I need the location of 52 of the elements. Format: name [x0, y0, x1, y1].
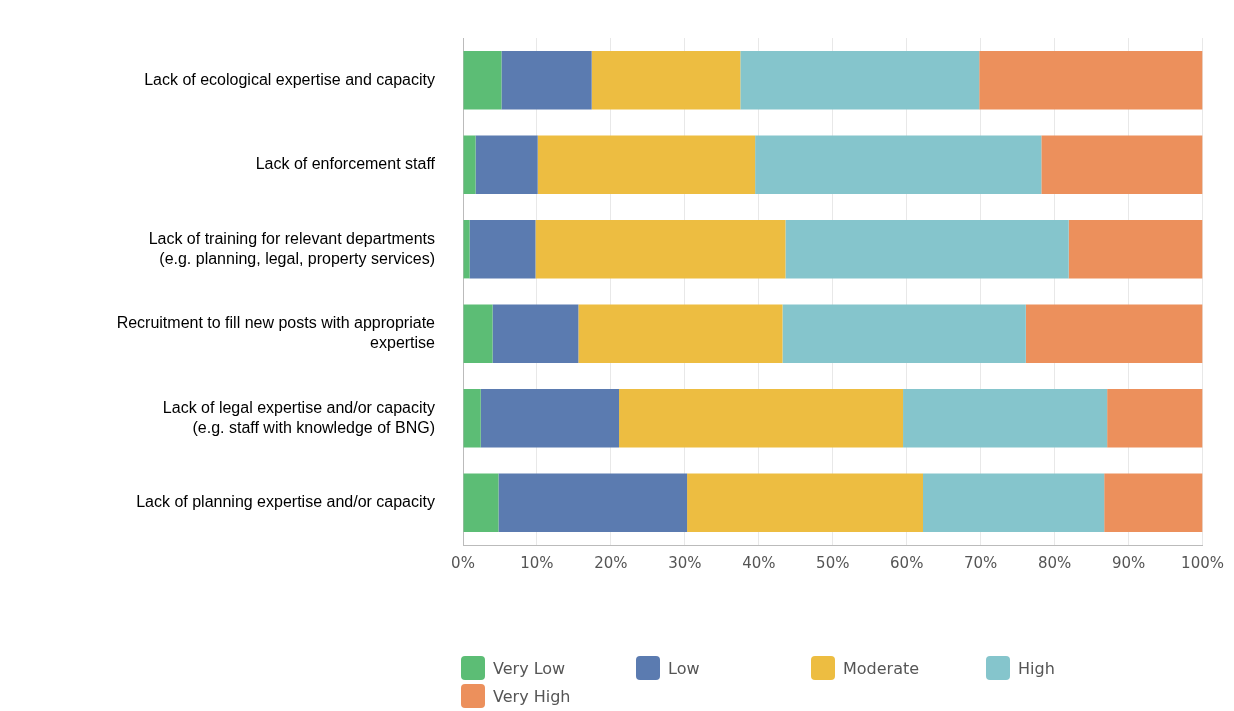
bar — [1041, 135, 1203, 194]
bar — [501, 51, 592, 110]
bar — [755, 135, 1042, 194]
bar — [923, 473, 1105, 532]
bar — [535, 220, 786, 279]
bar — [1104, 473, 1203, 532]
legend-label: Very Low — [493, 658, 566, 678]
x-tick-label: 0% — [451, 553, 475, 572]
bar — [591, 51, 741, 110]
bar — [463, 220, 470, 279]
legend-label: Moderate — [843, 658, 920, 678]
bar — [619, 389, 904, 448]
bar — [1107, 389, 1203, 448]
bar — [1068, 220, 1203, 279]
x-tick-label: 40% — [742, 553, 776, 572]
x-tick-label: 90% — [1111, 553, 1146, 572]
bar — [463, 473, 499, 532]
bar — [785, 220, 1069, 279]
x-tick-label: 100% — [1181, 553, 1224, 572]
x-tick-label: 20% — [594, 553, 628, 572]
bar — [469, 220, 536, 279]
bar — [463, 304, 493, 363]
bar — [537, 135, 756, 194]
x-tick-label: 80% — [1037, 553, 1072, 572]
bar — [782, 304, 1026, 363]
bar — [740, 51, 980, 110]
y-tick-label: Lack of enforcement staff — [255, 155, 436, 173]
bar — [463, 135, 476, 194]
bar — [463, 51, 502, 110]
bar — [480, 389, 620, 448]
bar — [903, 389, 1108, 448]
bar — [475, 135, 538, 194]
bar — [498, 473, 688, 532]
y-tick-label: Lack of training for relevant departments (e.g. planning, legal, property services) — [148, 229, 435, 267]
y-tick-label: Lack of planning expertise and/or capacity — [136, 493, 435, 511]
legend-label: Very High — [493, 686, 571, 706]
x-tick-label: 60% — [890, 553, 924, 572]
y-tick-label: Lack of legal expertise and/or capacity (e.g. staff with knowledge of BNG) — [162, 398, 435, 436]
bar — [687, 473, 924, 532]
legend-label: High — [1018, 658, 1055, 678]
legend-label: Low — [668, 658, 700, 678]
x-tick-label: 70% — [964, 553, 998, 572]
bar — [578, 304, 783, 363]
x-tick-label: 50% — [816, 553, 850, 572]
bar — [463, 389, 481, 448]
y-tick-label: Lack of ecological expertise and capacity — [144, 70, 435, 88]
y-tick-label: Recruitment to fill new posts with appropriate expertise — [116, 314, 436, 352]
x-tick-label: 30% — [668, 553, 702, 572]
bar — [979, 51, 1203, 110]
bar — [1025, 304, 1203, 363]
bar — [492, 304, 579, 363]
x-tick-label: 10% — [520, 553, 554, 572]
